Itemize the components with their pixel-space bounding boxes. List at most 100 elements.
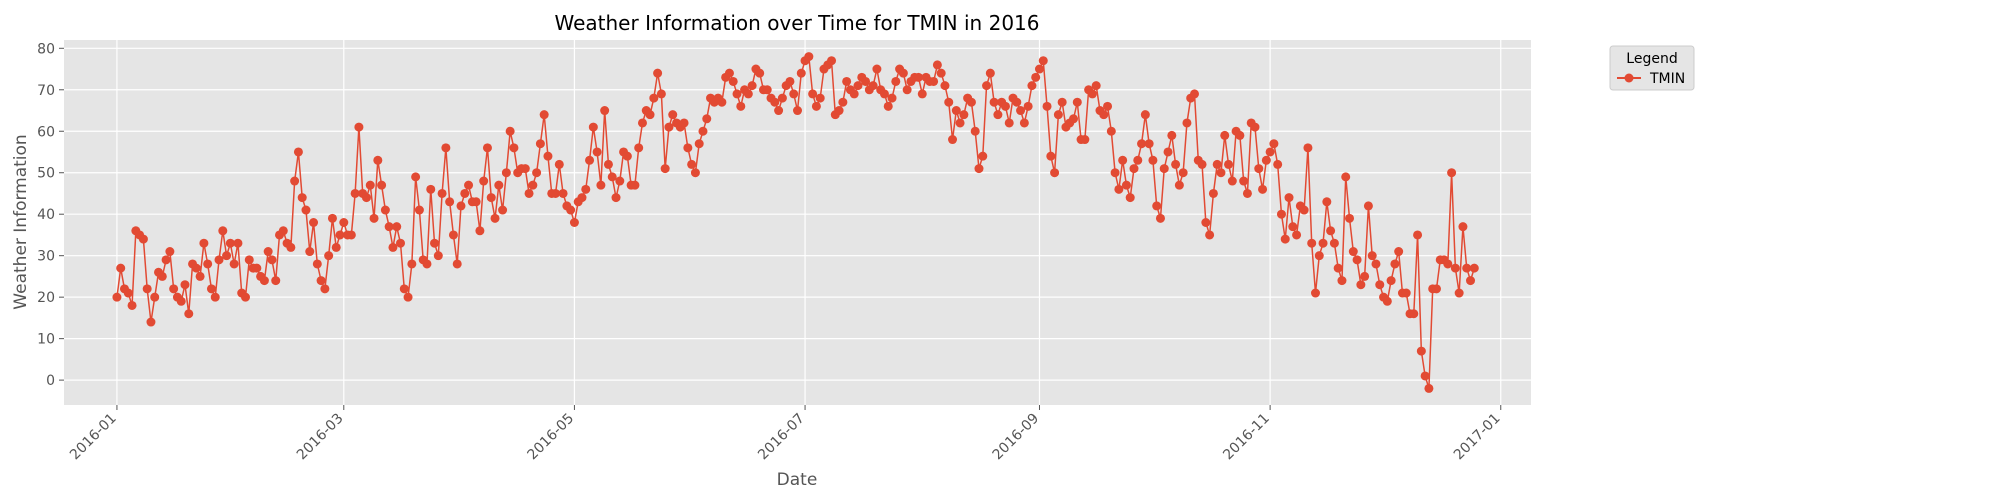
data-point	[1023, 101, 1033, 111]
data-point	[1318, 238, 1328, 248]
data-point	[1337, 276, 1347, 286]
data-point	[346, 230, 356, 240]
y-tick-label: 80	[37, 41, 55, 57]
y-tick-label: 10	[37, 332, 55, 348]
data-point	[433, 251, 443, 261]
data-point	[361, 193, 371, 203]
data-point	[566, 205, 576, 215]
data-point	[1416, 346, 1426, 356]
data-point	[1216, 168, 1226, 178]
data-point	[146, 317, 156, 327]
data-point	[1171, 159, 1181, 169]
data-point	[1235, 130, 1245, 140]
data-point	[161, 255, 171, 265]
data-point	[728, 76, 738, 86]
data-point	[698, 126, 708, 136]
legend-title: Legend	[1626, 51, 1677, 67]
data-point	[206, 284, 216, 294]
data-point	[1348, 247, 1358, 257]
data-point	[399, 284, 409, 294]
x-tick-label: 2016-11	[1220, 411, 1273, 464]
data-point	[702, 114, 712, 124]
data-point	[743, 89, 753, 99]
data-point	[1091, 81, 1101, 91]
data-point	[1443, 259, 1453, 269]
data-point	[1072, 97, 1082, 107]
data-point	[1469, 263, 1479, 273]
data-point	[184, 309, 194, 319]
data-point	[312, 259, 322, 269]
data-point	[1050, 168, 1060, 178]
data-point	[1031, 72, 1041, 82]
data-point	[1190, 89, 1199, 99]
data-point	[1004, 118, 1014, 128]
data-point	[1329, 238, 1339, 248]
x-tick-label: 2016-09	[990, 411, 1043, 464]
data-point	[732, 89, 742, 99]
data-point	[520, 164, 530, 174]
data-point	[1205, 230, 1215, 240]
data-point	[879, 89, 889, 99]
data-point	[225, 238, 235, 248]
x-tick-labels: 2016-01 2016-03 2016-05 2016-07 2016-09 2016-…	[67, 405, 1504, 464]
data-point	[1458, 222, 1468, 232]
data-point	[1174, 180, 1184, 190]
data-point	[1307, 238, 1317, 248]
data-point	[335, 230, 345, 240]
data-point	[482, 143, 492, 153]
data-point	[1057, 97, 1067, 107]
data-point	[543, 151, 553, 161]
data-point	[929, 76, 939, 86]
data-point	[365, 180, 375, 190]
data-point	[1375, 280, 1385, 290]
data-point	[944, 97, 954, 107]
data-point	[422, 259, 432, 269]
data-point	[407, 259, 417, 269]
data-point	[1367, 251, 1377, 261]
data-point	[267, 255, 277, 265]
data-point	[993, 110, 1003, 120]
data-point	[112, 292, 122, 302]
data-point	[762, 85, 772, 95]
data-point	[1345, 213, 1355, 223]
data-point	[290, 176, 300, 186]
data-point	[793, 106, 802, 116]
data-point	[494, 180, 504, 190]
data-point	[585, 155, 595, 165]
data-point	[1118, 155, 1128, 165]
data-point	[1299, 205, 1309, 215]
data-point	[588, 122, 598, 132]
data-point	[309, 218, 319, 227]
data-point	[1038, 56, 1048, 66]
data-point	[1027, 81, 1037, 91]
data-point	[271, 276, 281, 286]
data-point	[1333, 263, 1343, 273]
data-point	[1087, 89, 1097, 99]
y-tick-label: 30	[37, 249, 55, 265]
data-point	[539, 110, 549, 120]
data-point	[142, 284, 152, 294]
data-point	[452, 259, 462, 269]
data-point	[1167, 130, 1177, 140]
y-tick-label: 20	[37, 290, 55, 306]
data-point	[1121, 180, 1131, 190]
data-point	[1265, 147, 1275, 157]
data-point	[603, 159, 613, 169]
data-point	[411, 172, 421, 182]
data-point	[445, 197, 455, 207]
data-point	[535, 139, 545, 149]
data-point	[804, 52, 814, 62]
data-point	[1125, 193, 1135, 203]
data-point	[966, 97, 976, 107]
data-point	[1420, 371, 1430, 381]
data-point	[827, 56, 837, 66]
data-point	[770, 97, 780, 107]
data-point	[1046, 151, 1056, 161]
data-point	[380, 205, 390, 215]
data-point	[203, 259, 213, 269]
data-point	[509, 143, 519, 153]
data-point	[1000, 101, 1010, 111]
data-point	[607, 172, 617, 182]
data-point	[1314, 251, 1324, 261]
data-point	[1148, 155, 1158, 165]
